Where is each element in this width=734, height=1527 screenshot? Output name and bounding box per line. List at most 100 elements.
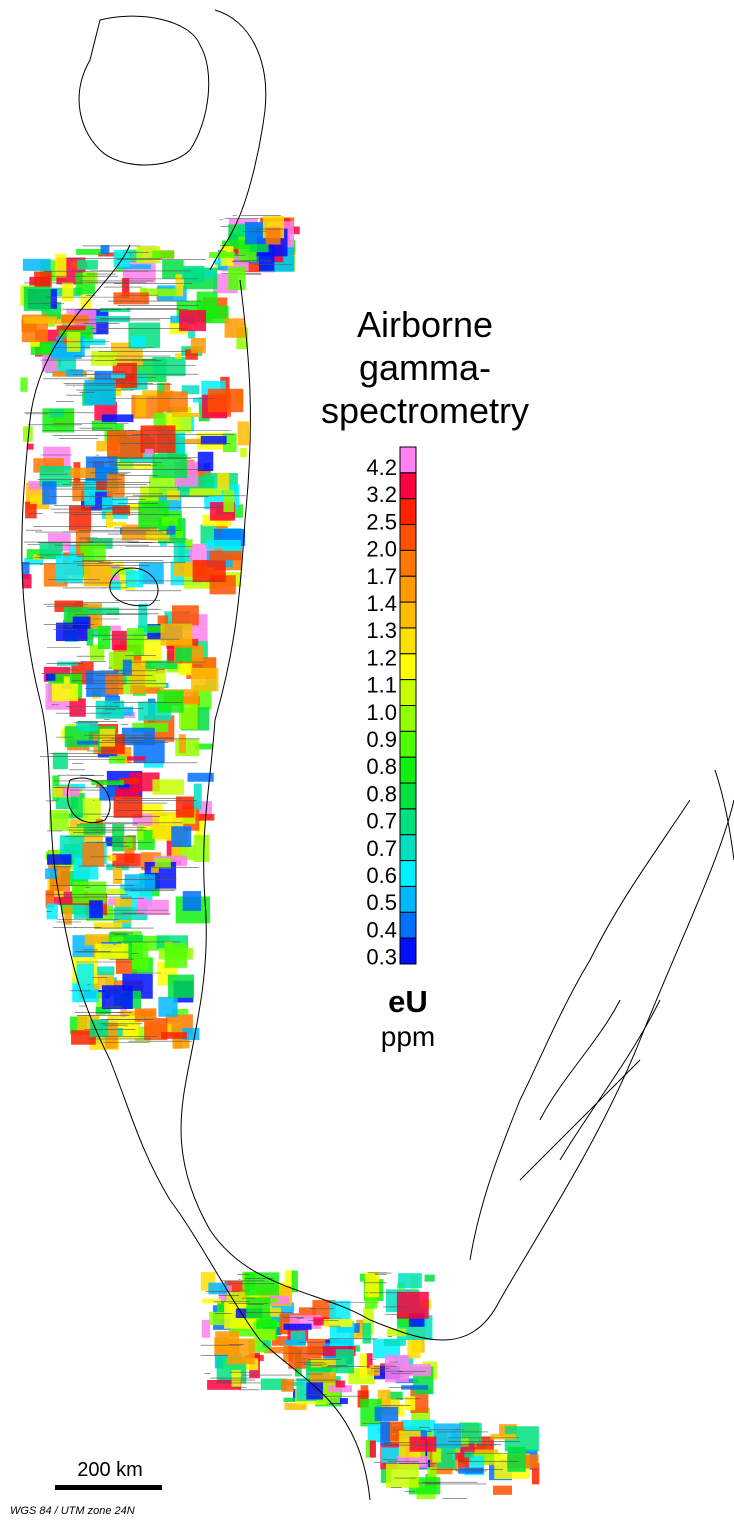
legend-label: 0.8	[366, 781, 397, 806]
survey-patch	[39, 344, 56, 354]
survey-patch	[197, 451, 214, 472]
survey-patch	[162, 516, 178, 526]
survey-patch	[151, 866, 159, 873]
survey-patch	[95, 1006, 111, 1015]
legend-label: 1.4	[366, 591, 397, 616]
legend-label: 4.2	[366, 455, 397, 480]
survey-patch	[29, 339, 40, 347]
coastline	[78, 15, 210, 166]
survey-patch	[356, 1319, 365, 1336]
survey-patch	[77, 259, 98, 270]
survey-patch	[143, 761, 164, 768]
survey-patch	[111, 630, 128, 650]
coastline	[66, 777, 111, 824]
survey-patch	[130, 336, 146, 349]
legend-label: 1.2	[366, 645, 397, 670]
survey-patch	[105, 674, 124, 695]
survey-patch	[100, 568, 133, 575]
survey-patch	[284, 1403, 307, 1410]
survey-patch	[162, 260, 184, 279]
legend: 4.23.22.52.01.71.41.31.21.11.00.90.80.80…	[366, 446, 417, 970]
survey-patch	[164, 943, 187, 968]
survey-patch	[76, 721, 98, 732]
survey-patch	[93, 922, 123, 929]
survey-patch	[91, 420, 117, 431]
survey-patch	[135, 395, 147, 417]
survey-patch	[171, 605, 199, 626]
survey-patch	[111, 373, 126, 379]
survey-patch	[23, 286, 51, 311]
survey-patch	[22, 258, 51, 271]
survey-patch	[95, 315, 131, 323]
survey-patch	[26, 443, 34, 450]
survey-patch	[72, 881, 107, 904]
survey-patch	[209, 1311, 224, 1326]
legend-swatch	[399, 446, 417, 474]
legend-swatch	[399, 937, 417, 965]
survey-patch	[369, 1365, 380, 1376]
survey-patch	[264, 1347, 298, 1354]
survey-patch	[152, 453, 188, 478]
survey-patch	[30, 495, 48, 505]
survey-patch	[366, 1353, 373, 1375]
legend-swatch	[399, 885, 417, 913]
legend-swatch	[399, 575, 417, 603]
survey-patch	[206, 539, 241, 549]
survey-patch	[113, 292, 149, 305]
survey-patch	[45, 868, 58, 879]
survey-patch	[492, 1485, 513, 1495]
survey-patch	[167, 490, 181, 501]
survey-patch	[69, 505, 92, 531]
survey-patch	[136, 825, 144, 841]
survey-patch	[55, 622, 88, 642]
survey-patch	[329, 1300, 351, 1325]
survey-patch	[193, 783, 202, 810]
survey-patch	[25, 501, 37, 519]
survey-patch	[34, 271, 52, 288]
survey-patch	[157, 690, 184, 713]
survey-patch	[193, 834, 210, 862]
survey-patch	[52, 752, 68, 770]
survey-patch	[118, 1011, 139, 1039]
survey-patch	[228, 218, 258, 230]
survey-patch	[298, 1307, 316, 1319]
survey-patch	[183, 265, 205, 283]
survey-patch	[160, 623, 193, 646]
survey-patch	[146, 530, 170, 541]
survey-patch	[433, 1423, 462, 1449]
survey-patch	[45, 890, 54, 908]
survey-patch	[424, 1274, 435, 1282]
survey-patch	[42, 481, 57, 505]
coastline	[714, 769, 734, 861]
survey-patch	[95, 943, 129, 959]
legend-label: 0.8	[366, 754, 397, 779]
survey-patch	[105, 511, 113, 528]
survey-patch	[56, 325, 86, 331]
survey-patch	[405, 1396, 416, 1411]
survey-patch	[178, 543, 185, 571]
survey-patch	[33, 554, 46, 560]
survey-patch	[260, 1378, 288, 1390]
survey-patch	[122, 278, 130, 298]
survey-patch	[45, 673, 56, 681]
legend-label: 2.5	[366, 509, 397, 534]
legend-swatch	[399, 911, 417, 939]
legend-label: 1.0	[366, 700, 397, 725]
survey-patch	[106, 863, 129, 871]
survey-patch	[181, 385, 200, 395]
survey-patch	[46, 903, 58, 920]
survey-patch	[196, 815, 205, 840]
coastlines	[21, 9, 734, 1501]
survey-patch	[112, 824, 125, 852]
legend-swatch	[399, 782, 417, 810]
survey-patch	[101, 985, 133, 1010]
survey-patch	[61, 314, 89, 323]
legend-swatch	[399, 524, 417, 551]
survey-patch	[262, 1336, 272, 1348]
survey-patch	[490, 1433, 517, 1440]
survey-patch	[55, 555, 83, 583]
survey-patch	[71, 1030, 96, 1045]
survey-patch	[507, 1446, 526, 1472]
survey-patch	[310, 1358, 346, 1368]
survey-patch	[263, 1298, 279, 1303]
